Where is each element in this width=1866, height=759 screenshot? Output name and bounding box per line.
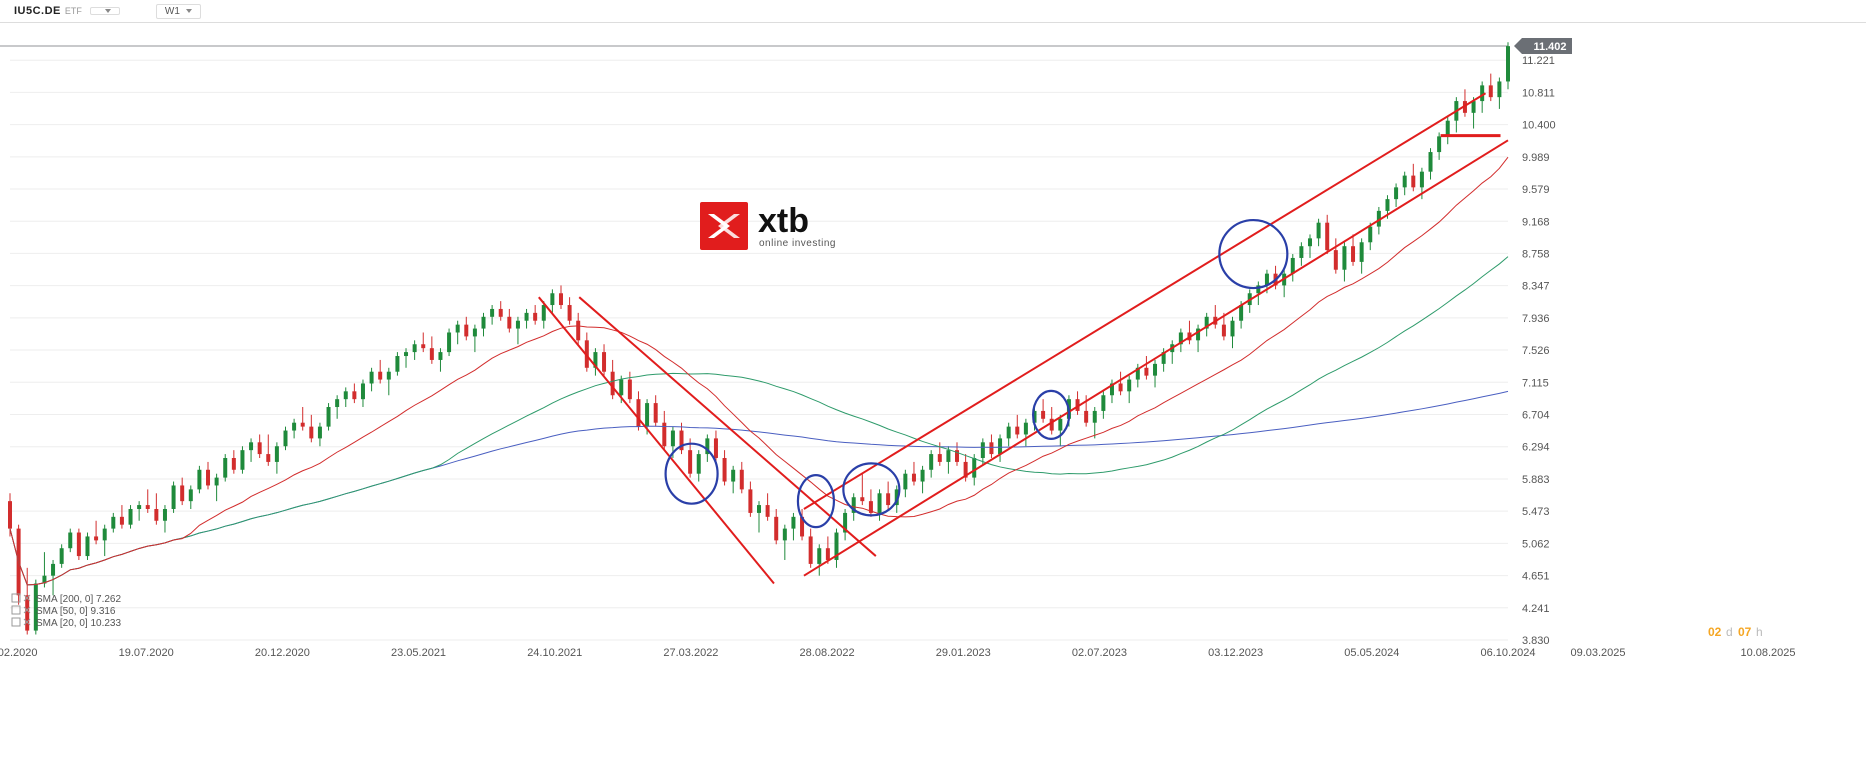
svg-text:11.221: 11.221 bbox=[1522, 55, 1555, 67]
symbol-dropdown[interactable] bbox=[90, 7, 120, 15]
svg-text:09.03.2025: 09.03.2025 bbox=[1570, 647, 1625, 659]
svg-text:SMA [50, 0] 9.316: SMA [50, 0] 9.316 bbox=[36, 606, 116, 617]
instrument-type-tag: ETF bbox=[65, 6, 82, 16]
svg-text:9.579: 9.579 bbox=[1522, 184, 1550, 196]
svg-text:16.02.2020: 16.02.2020 bbox=[0, 647, 38, 659]
svg-text:d: d bbox=[1726, 625, 1733, 639]
svg-text:27.03.2022: 27.03.2022 bbox=[663, 647, 718, 659]
svg-text:3.830: 3.830 bbox=[1522, 635, 1550, 647]
price-chart[interactable]: 11.402 11.221 10.811 10.400 9.989 9.579 9.168 8… bbox=[0, 22, 1866, 759]
timeframe-dropdown[interactable]: W1 bbox=[156, 4, 201, 19]
svg-text:4.651: 4.651 bbox=[1522, 571, 1550, 583]
svg-text:5.062: 5.062 bbox=[1522, 538, 1550, 550]
svg-text:5.883: 5.883 bbox=[1522, 474, 1550, 486]
svg-text:SMA [200, 0] 7.262: SMA [200, 0] 7.262 bbox=[36, 594, 121, 605]
chevron-down-icon bbox=[105, 9, 111, 13]
svg-text:online investing: online investing bbox=[759, 238, 836, 249]
svg-text:06.10.2024: 06.10.2024 bbox=[1480, 647, 1535, 659]
svg-text:6.294: 6.294 bbox=[1522, 442, 1550, 454]
svg-text:24.10.2021: 24.10.2021 bbox=[527, 647, 582, 659]
svg-text:07: 07 bbox=[1738, 625, 1752, 639]
svg-text:29.01.2023: 29.01.2023 bbox=[936, 647, 991, 659]
svg-text:9.989: 9.989 bbox=[1522, 152, 1550, 164]
svg-text:9.168: 9.168 bbox=[1522, 216, 1550, 228]
svg-text:7.936: 7.936 bbox=[1522, 313, 1550, 325]
svg-text:h: h bbox=[1756, 625, 1763, 639]
svg-text:02: 02 bbox=[1708, 625, 1722, 639]
svg-text:10.08.2025: 10.08.2025 bbox=[1740, 647, 1795, 659]
svg-text:11.402: 11.402 bbox=[1533, 41, 1566, 53]
svg-text:7.115: 7.115 bbox=[1522, 377, 1549, 389]
svg-text:xtb: xtb bbox=[758, 202, 809, 240]
svg-text:10.811: 10.811 bbox=[1522, 87, 1555, 99]
svg-text:03.12.2023: 03.12.2023 bbox=[1208, 647, 1263, 659]
chevron-down-icon bbox=[186, 9, 192, 13]
svg-text:SMA [20, 0] 10.233: SMA [20, 0] 10.233 bbox=[36, 618, 121, 629]
svg-text:20.12.2020: 20.12.2020 bbox=[255, 647, 310, 659]
chart-header: IU5C.DE ETF W1 bbox=[0, 0, 1866, 23]
svg-text:28.08.2022: 28.08.2022 bbox=[800, 647, 855, 659]
svg-text:23.05.2021: 23.05.2021 bbox=[391, 647, 446, 659]
svg-text:6.704: 6.704 bbox=[1522, 410, 1550, 422]
svg-text:4.241: 4.241 bbox=[1522, 603, 1550, 615]
svg-text:7.526: 7.526 bbox=[1522, 345, 1550, 357]
svg-text:8.347: 8.347 bbox=[1522, 281, 1550, 293]
timeframe-label: W1 bbox=[165, 6, 180, 17]
svg-text:5.473: 5.473 bbox=[1522, 506, 1550, 518]
svg-text:10.400: 10.400 bbox=[1522, 120, 1556, 132]
svg-text:8.758: 8.758 bbox=[1522, 248, 1550, 260]
svg-text:19.07.2020: 19.07.2020 bbox=[119, 647, 174, 659]
symbol-label[interactable]: IU5C.DE bbox=[14, 5, 61, 17]
svg-text:05.05.2024: 05.05.2024 bbox=[1344, 647, 1399, 659]
svg-text:02.07.2023: 02.07.2023 bbox=[1072, 647, 1127, 659]
